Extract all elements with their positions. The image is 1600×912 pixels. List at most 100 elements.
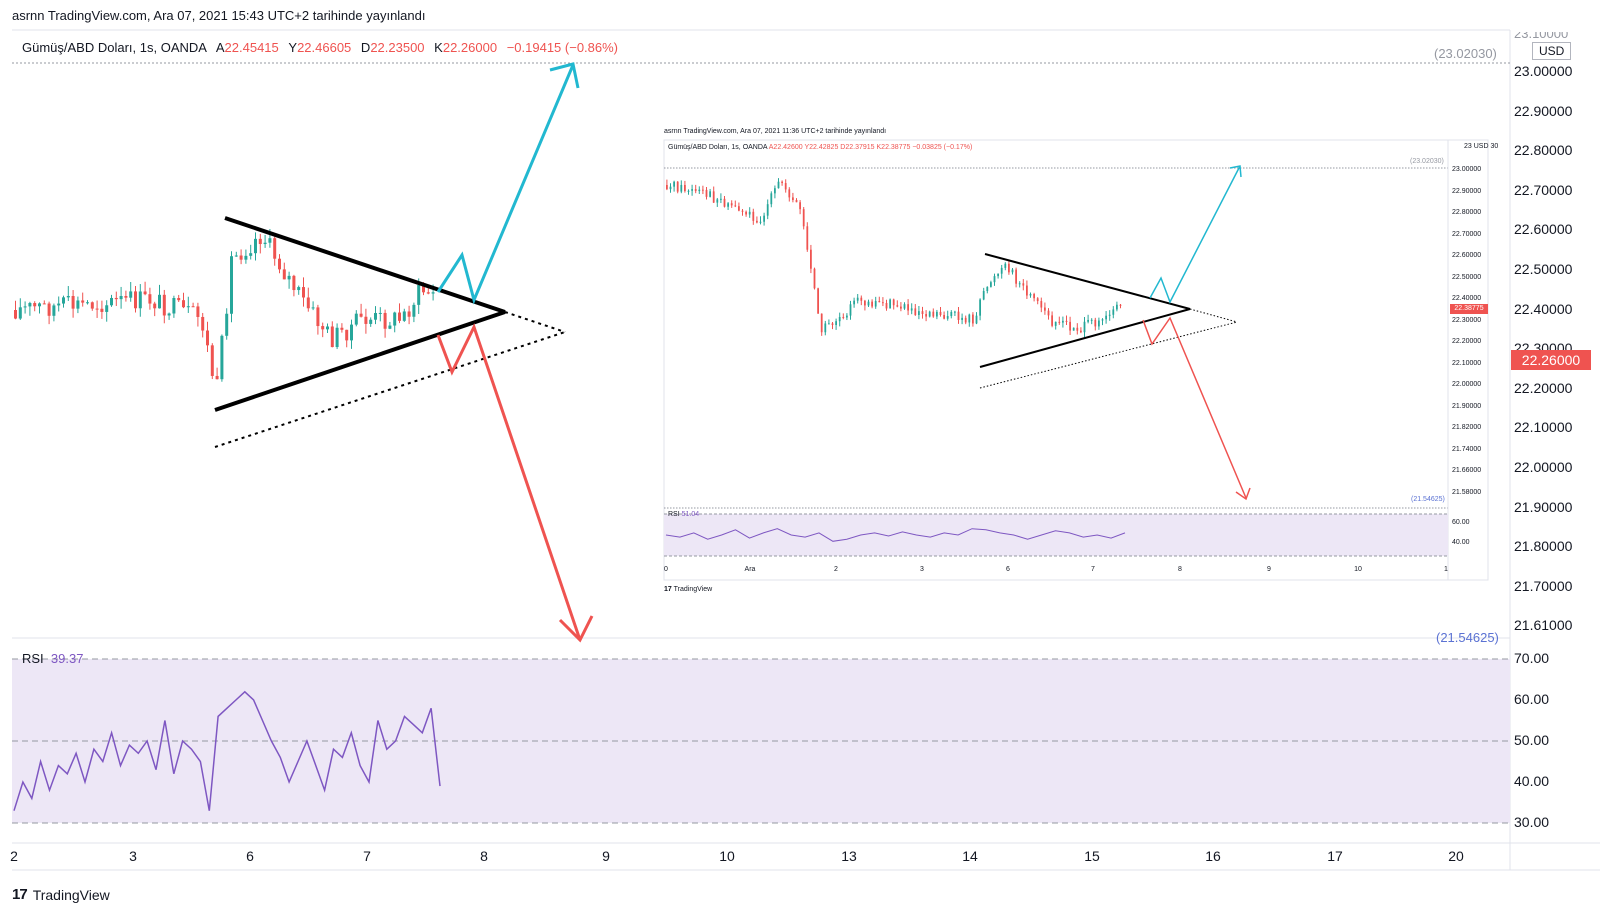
triangle-pattern-drawing[interactable] bbox=[214, 216, 566, 448]
candle bbox=[727, 203, 729, 207]
inset-high: Y22.42825 bbox=[804, 144, 839, 151]
time-label-8: 14 bbox=[962, 848, 978, 864]
candle bbox=[752, 211, 755, 221]
candle bbox=[860, 297, 863, 301]
candle bbox=[802, 209, 805, 227]
candle bbox=[215, 375, 219, 380]
inset-time-label-0: 0 bbox=[664, 566, 668, 573]
currency-button[interactable]: USD bbox=[1532, 42, 1572, 60]
price-label-6: 22.40000 bbox=[1514, 300, 1573, 317]
published-caption: asrnn TradingView.com, Ara 07, 2021 15:4… bbox=[12, 8, 426, 23]
inset-price-label-12: 21.82000 bbox=[1452, 424, 1482, 431]
time-label-5: 9 bbox=[602, 848, 610, 864]
candle bbox=[177, 298, 181, 301]
inset-price-label-3: 22.70000 bbox=[1452, 230, 1482, 238]
candle bbox=[1054, 321, 1057, 326]
rsi-axis-label-2: 50.00 bbox=[1514, 732, 1550, 748]
candle bbox=[86, 302, 89, 304]
candle bbox=[1008, 263, 1010, 273]
rsi-axis-label-4: 30.00 bbox=[1514, 814, 1550, 830]
candle bbox=[856, 297, 859, 301]
candle bbox=[292, 275, 296, 291]
candle bbox=[1029, 294, 1032, 296]
time-label-12: 20 bbox=[1448, 848, 1464, 864]
candle bbox=[957, 311, 960, 320]
symbol-legend[interactable]: Gümüş/ABD Doları, 1s, OANDA A22.45415 Y2… bbox=[22, 40, 618, 55]
candle bbox=[817, 288, 819, 314]
open-value: 22.45415 bbox=[224, 40, 279, 55]
time-label-7: 13 bbox=[841, 848, 857, 864]
inset-time-label-1: Ara bbox=[744, 566, 756, 573]
candle bbox=[364, 316, 368, 324]
inset-rsi-title: RSI bbox=[668, 511, 680, 518]
candle bbox=[249, 253, 253, 256]
inset-rsi-line bbox=[665, 528, 1126, 542]
candle bbox=[961, 317, 963, 320]
candle bbox=[831, 323, 834, 325]
time-label-9: 15 bbox=[1084, 848, 1100, 864]
candle bbox=[788, 189, 791, 198]
candle bbox=[784, 183, 787, 190]
tradingview-logo-icon: 17 bbox=[12, 886, 28, 903]
candle bbox=[720, 198, 722, 200]
candle bbox=[1108, 314, 1111, 316]
inset-price-label-7: 22.30000 bbox=[1452, 316, 1482, 324]
candle bbox=[882, 302, 884, 304]
inset-change: −0.03825 (−0.17%) bbox=[912, 144, 973, 151]
price-label-11: 21.90000 bbox=[1514, 498, 1573, 515]
candle bbox=[431, 292, 435, 294]
candle bbox=[182, 300, 185, 308]
price-label-top-partial: 23.10000 bbox=[1514, 26, 1569, 41]
candle bbox=[723, 198, 726, 207]
breakout-down-arrow[interactable] bbox=[436, 323, 594, 643]
candle bbox=[350, 324, 353, 341]
candle bbox=[666, 185, 668, 190]
candle bbox=[321, 326, 325, 330]
breakout-up-arrow[interactable] bbox=[436, 62, 580, 305]
candle bbox=[986, 286, 989, 292]
candle bbox=[745, 211, 747, 215]
inset-rsi-axis-label-1: 40.00 bbox=[1452, 539, 1470, 546]
symbol-name[interactable]: Gümüş/ABD Doları, 1s, OANDA bbox=[22, 40, 207, 55]
inset-price-label-10: 22.00000 bbox=[1452, 381, 1482, 388]
inset-current-price-tag: 22.38775 bbox=[1450, 304, 1488, 314]
candle bbox=[23, 306, 27, 308]
candle bbox=[66, 296, 70, 298]
candle bbox=[759, 221, 762, 223]
candle bbox=[1022, 283, 1025, 286]
rsi-legend[interactable]: RSI 39.37 bbox=[22, 651, 83, 666]
level-label-bottom: (21.54625) bbox=[1436, 630, 1499, 645]
candle bbox=[143, 291, 147, 295]
candle bbox=[412, 304, 416, 317]
candle bbox=[766, 204, 769, 216]
candle bbox=[225, 313, 229, 336]
candle bbox=[316, 307, 320, 327]
candle bbox=[838, 317, 841, 322]
candle bbox=[932, 311, 935, 317]
candle bbox=[124, 296, 128, 298]
inset-screenshot bbox=[663, 139, 1489, 581]
level-label-top: (23.02030) bbox=[1434, 46, 1497, 61]
rsi-title: RSI bbox=[22, 651, 44, 666]
candle bbox=[244, 255, 248, 260]
candle bbox=[813, 268, 816, 289]
candle bbox=[206, 330, 209, 346]
candle bbox=[263, 242, 267, 245]
candle bbox=[712, 191, 715, 203]
inset-level-bottom: (21.54625) bbox=[1411, 496, 1445, 503]
candle bbox=[422, 285, 425, 293]
high-label: Y bbox=[288, 40, 298, 55]
inset-price-label-11: 21.90000 bbox=[1452, 402, 1482, 410]
candle bbox=[62, 297, 65, 304]
tradingview-footer[interactable]: 17 TradingView bbox=[12, 886, 110, 903]
inset-legend: Gümüş/ABD Doları, 1s, OANDA A22.42600 Y2… bbox=[668, 144, 972, 151]
candle bbox=[770, 193, 773, 205]
low-label: D bbox=[360, 40, 371, 55]
inset-price-label-4: 22.60000 bbox=[1452, 252, 1482, 259]
candle bbox=[687, 190, 690, 192]
candle bbox=[900, 306, 902, 309]
close-label: K bbox=[434, 40, 443, 55]
candle bbox=[943, 314, 945, 319]
candle bbox=[138, 291, 142, 309]
